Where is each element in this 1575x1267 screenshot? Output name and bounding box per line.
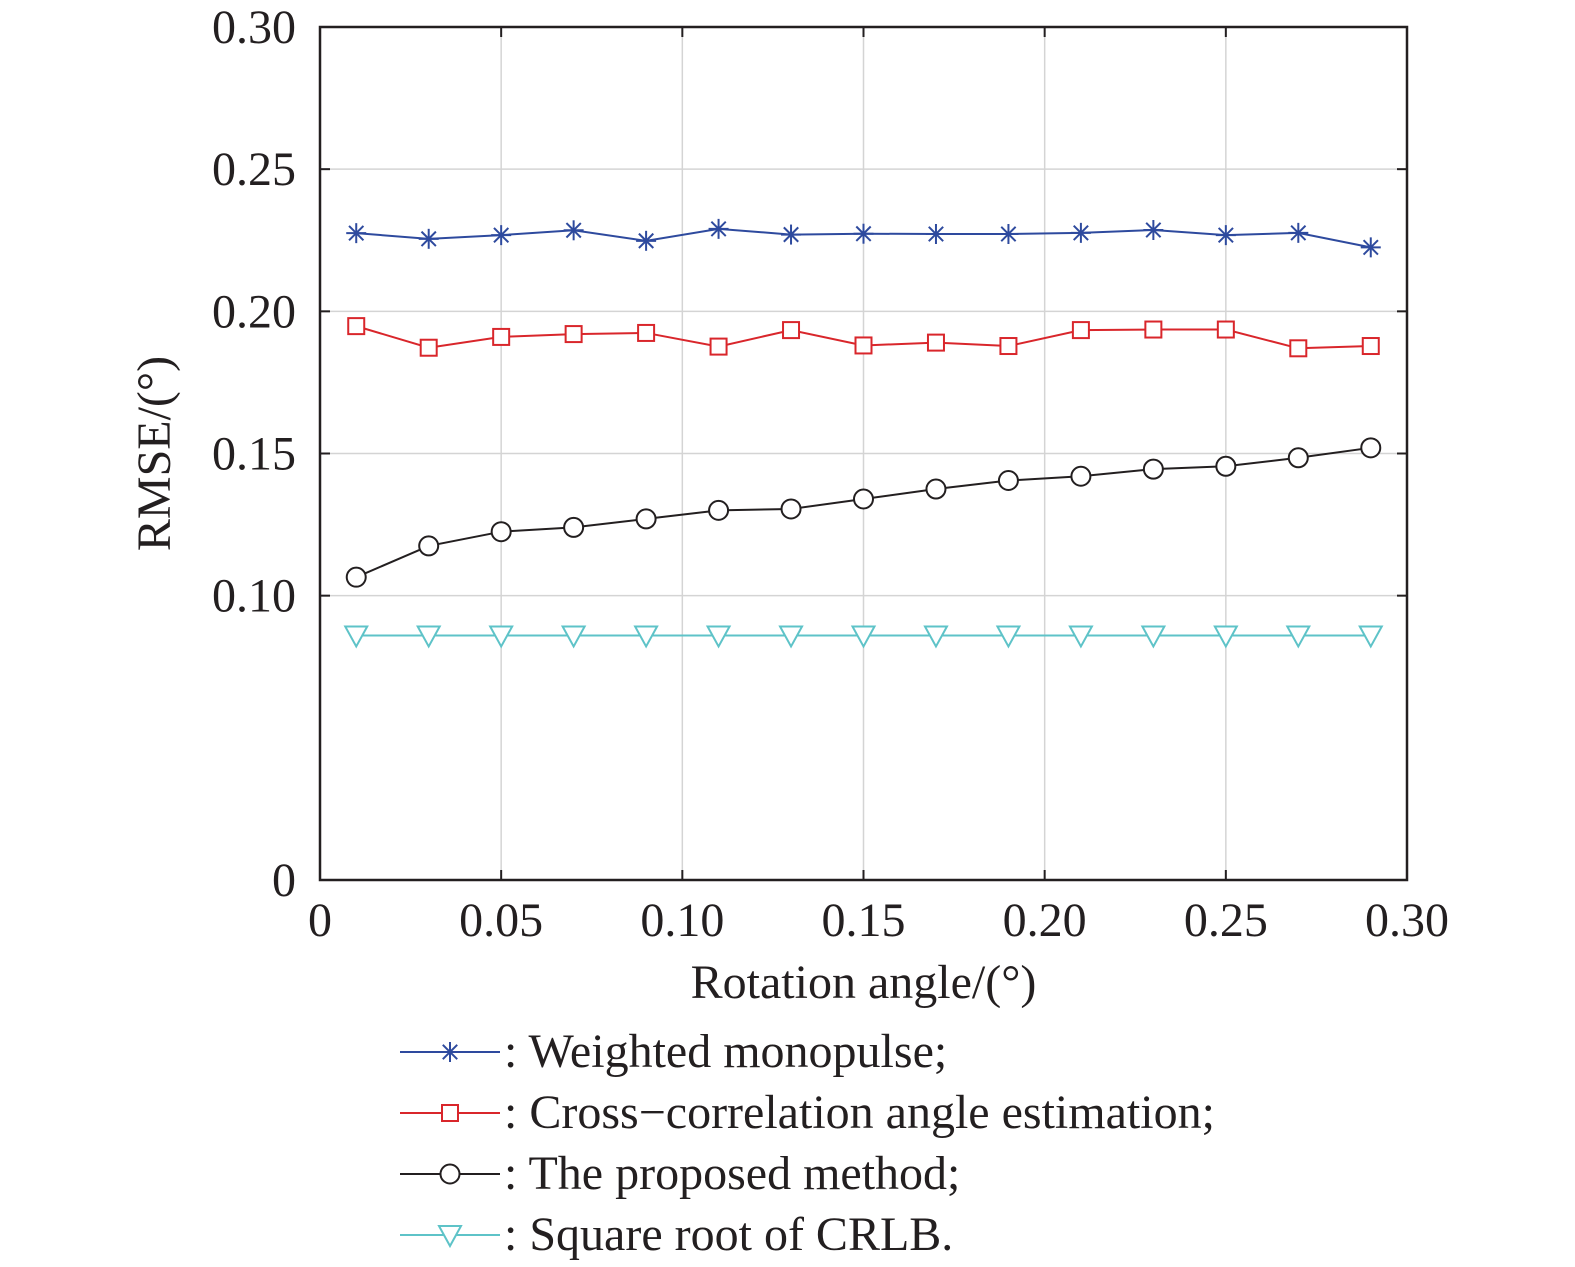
data-point (1360, 437, 1382, 459)
data-point (708, 218, 729, 239)
y-tick-label: 0.15 (212, 428, 296, 481)
legend-label: : Square root of CRLB. (504, 1208, 953, 1261)
data-point (1143, 220, 1164, 241)
data-point (343, 625, 369, 649)
data-point (925, 478, 947, 500)
data-point (1142, 458, 1164, 480)
data-point (850, 625, 877, 649)
data-point (345, 566, 367, 588)
data-point (923, 625, 949, 649)
data-point (780, 498, 802, 520)
data-point (637, 323, 656, 342)
y-tick-label: 0 (272, 854, 296, 907)
data-point (419, 338, 438, 357)
y-tick-label: 0.25 (212, 143, 296, 196)
legend-label: : The proposed method; (504, 1147, 960, 1200)
data-point (563, 220, 584, 241)
data-point (1358, 625, 1384, 649)
data-point (490, 521, 512, 543)
data-point (1287, 447, 1309, 469)
legend: : Weighted monopulse; : Cross−correlation… (400, 1025, 1215, 1261)
data-point (492, 327, 511, 346)
series-layer (343, 218, 1384, 649)
x-tick-label: 0 (308, 894, 332, 947)
legend-marker (439, 1163, 461, 1185)
grid-lines (320, 27, 1407, 880)
x-tick-label: 0.10 (640, 894, 724, 947)
data-point (782, 321, 801, 340)
data-point (491, 225, 512, 246)
data-point (781, 224, 802, 245)
data-point (1144, 320, 1163, 339)
x-tick-label: 0.05 (459, 894, 543, 947)
data-point (705, 625, 732, 649)
data-point (1070, 222, 1091, 243)
data-point (708, 499, 730, 521)
legend-marker (441, 1104, 459, 1122)
y-axis-title: RMSE/(°) (128, 356, 181, 551)
tick-labels: 0 0.05 0.10 0.15 0.20 0.25 0.30 0 0.10 0.15 0.20 0.… (212, 1, 1449, 947)
legend-marker (440, 1042, 460, 1062)
data-point (925, 223, 946, 244)
data-point (853, 223, 874, 244)
legend-item: : Square root of CRLB. (400, 1208, 953, 1261)
y-tick-label: 0.10 (212, 570, 296, 623)
legend-item: : Cross−correlation angle estimation; (400, 1086, 1215, 1139)
data-point (1215, 225, 1236, 246)
data-point (636, 230, 657, 251)
data-point (1215, 455, 1237, 477)
plot-frame (318, 25, 1409, 882)
data-point (854, 336, 873, 355)
legend-item: : The proposed method; (400, 1147, 960, 1200)
legend-item: : Weighted monopulse; (400, 1025, 947, 1078)
data-point (563, 516, 585, 538)
data-point (997, 470, 1019, 492)
legend-label: : Weighted monopulse; (504, 1025, 947, 1078)
data-point (1361, 337, 1380, 356)
data-point (1289, 339, 1308, 358)
legend-label: : Cross−correlation angle estimation; (504, 1086, 1215, 1139)
data-point (1285, 625, 1311, 649)
data-point (1213, 625, 1239, 649)
data-point (635, 508, 657, 530)
x-tick-label: 0.30 (1365, 894, 1449, 947)
data-point (418, 535, 440, 557)
data-point (564, 325, 583, 344)
data-point (998, 223, 1019, 244)
data-point (926, 333, 945, 352)
data-point (995, 625, 1022, 649)
data-point (418, 228, 439, 249)
data-point (999, 337, 1018, 356)
data-point (853, 488, 874, 510)
data-point (1070, 465, 1092, 487)
legend-marker (437, 1225, 463, 1249)
data-point (416, 625, 442, 649)
y-tick-label: 0.20 (212, 285, 296, 338)
data-point (1140, 625, 1167, 649)
data-point (1288, 222, 1309, 243)
x-axis-title: Rotation angle/(°) (691, 956, 1037, 1009)
axes (318, 25, 1409, 882)
data-point (1216, 320, 1235, 339)
x-tick-label: 0.20 (1003, 894, 1087, 947)
data-point (488, 625, 514, 649)
data-point (709, 337, 728, 356)
x-tick-label: 0.25 (1184, 894, 1268, 947)
data-point (1068, 625, 1094, 649)
y-tick-label: 0.30 (212, 1, 296, 54)
data-point (1071, 321, 1090, 340)
data-point (633, 625, 659, 649)
data-point (778, 625, 804, 649)
data-point (1360, 237, 1381, 258)
data-point (347, 317, 366, 336)
x-tick-label: 0.15 (822, 894, 906, 947)
data-point (346, 223, 367, 244)
data-point (560, 625, 587, 649)
